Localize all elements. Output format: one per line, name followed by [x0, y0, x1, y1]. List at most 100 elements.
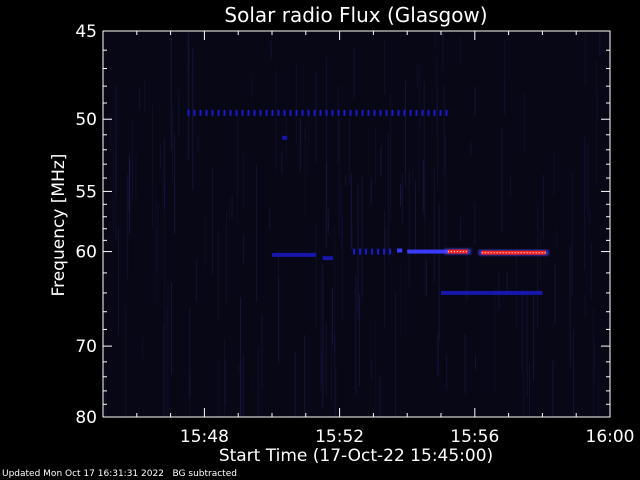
noise-streak [569, 246, 571, 367]
noise-streak [299, 117, 301, 172]
noise-streak [196, 259, 198, 302]
noise-streak [593, 341, 595, 384]
noise-streak [188, 44, 190, 66]
emission-feature [444, 248, 472, 255]
noise-streak [335, 367, 337, 417]
noise-streak [443, 85, 445, 175]
x-tick-label: 15:52 [315, 427, 364, 447]
emission-feature [478, 249, 549, 256]
noise-streak [390, 94, 392, 223]
noise-streak [460, 217, 462, 242]
noise-streak [498, 271, 500, 310]
noise-streak [370, 358, 372, 382]
noise-streak [269, 208, 271, 230]
noise-streak [295, 62, 297, 146]
noise-streak [294, 351, 296, 417]
noise-streak [257, 346, 259, 417]
footer-status: Updated Mon Oct 17 16:31:31 2022 BG subt… [2, 469, 237, 479]
noise-streak [164, 185, 166, 330]
noise-streak [408, 170, 410, 287]
noise-streak [160, 145, 162, 170]
noise-streak [327, 221, 329, 235]
noise-streak [138, 87, 140, 111]
noise-streak [584, 293, 586, 318]
noise-streak [446, 353, 448, 390]
noise-streak [437, 333, 439, 376]
noise-streak [598, 372, 600, 417]
noise-streak [504, 39, 506, 116]
bg-subtracted-note: BG subtracted [172, 469, 237, 479]
x-tick-label: 15:48 [180, 427, 229, 447]
noise-streak [243, 153, 244, 209]
noise-streak [163, 324, 165, 417]
noise-streak [240, 297, 242, 417]
x-tick-label: 15:56 [450, 427, 499, 447]
y-axis-label: Frequency [MHz] [49, 154, 69, 297]
noise-streak [104, 370, 106, 417]
emission-feature [353, 248, 392, 255]
y-tick-label: 55 [75, 182, 97, 202]
emission-feature [272, 252, 316, 257]
noise-streak [596, 59, 597, 186]
noise-streak [460, 36, 462, 65]
noise-streak [308, 108, 310, 174]
noise-streak [474, 86, 476, 116]
noise-streak [251, 73, 253, 101]
noise-streak [599, 32, 601, 57]
noise-streak [554, 264, 556, 325]
noise-streak [506, 271, 508, 296]
noise-streak [361, 174, 363, 297]
noise-streak [187, 32, 189, 160]
noise-streak [434, 33, 436, 47]
noise-streak [117, 226, 119, 336]
noise-streak [523, 373, 525, 417]
noise-streak [464, 334, 466, 394]
noise-streak [400, 260, 402, 340]
noise-streak [277, 250, 279, 273]
noise-streak [556, 228, 558, 251]
noise-streak [304, 334, 306, 417]
noise-streak [334, 223, 336, 360]
noise-streak [553, 150, 555, 196]
noise-streak [357, 185, 359, 319]
y-tick-label: 70 [75, 337, 97, 357]
noise-streak [152, 104, 153, 227]
noise-streak [170, 35, 172, 150]
y-tick-label: 45 [75, 22, 97, 42]
noise-streak [218, 359, 220, 417]
noise-streak [466, 253, 468, 301]
noise-streak [270, 40, 272, 60]
noise-streak [128, 153, 130, 212]
noise-streak [320, 350, 322, 385]
noise-streak [537, 206, 539, 329]
noise-streak [331, 331, 333, 403]
noise-streak [231, 195, 233, 219]
noise-streak [509, 174, 511, 197]
x-axis-label: Start Time (17-Oct-22 15:45:00) [219, 446, 493, 466]
noise-streak [587, 143, 589, 216]
noise-streak [436, 57, 438, 138]
noise-streak [438, 204, 440, 342]
noise-streak [401, 173, 403, 224]
noise-streak [584, 31, 586, 86]
noise-streak [174, 134, 176, 235]
emission-feature [282, 135, 288, 140]
noise-streak [474, 202, 476, 245]
noise-streak [475, 354, 476, 370]
noise-streak [501, 127, 503, 231]
noise-streak [224, 338, 225, 414]
noise-streak [375, 127, 377, 187]
noise-streak [238, 363, 240, 375]
noise-streak [331, 287, 333, 345]
emission-feature [397, 248, 403, 253]
emission-feature [407, 249, 435, 254]
noise-streak [385, 228, 387, 256]
noise-streak [131, 120, 133, 200]
noise-streak [533, 291, 535, 382]
noise-streak [424, 168, 426, 297]
noise-streak [337, 85, 339, 163]
emission-feature [434, 249, 448, 254]
noise-streak [212, 167, 214, 274]
noise-streak [281, 152, 283, 174]
